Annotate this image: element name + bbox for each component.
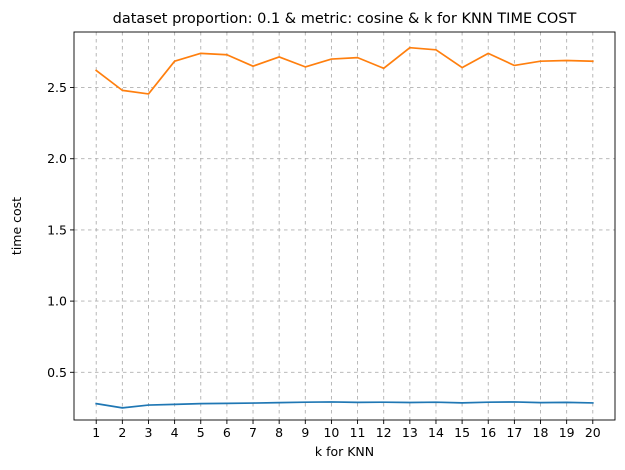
x-tick-label: 10 <box>323 425 339 440</box>
x-tick-label: 16 <box>480 425 496 440</box>
x-tick-label: 12 <box>376 425 392 440</box>
y-tick-label: 0.5 <box>47 365 67 380</box>
x-axis-label: k for KNN <box>315 444 374 459</box>
x-tick-label: 2 <box>118 425 126 440</box>
series-line-2 <box>95 46 594 95</box>
x-tick-label: 5 <box>197 425 205 440</box>
chart-title: dataset proportion: 0.1 & metric: cosine… <box>113 11 577 27</box>
x-tick-label: 9 <box>301 425 309 440</box>
x-tick-label: 15 <box>454 425 470 440</box>
series-line-1 <box>95 401 594 409</box>
grid <box>74 32 615 420</box>
x-tick-label: 1 <box>92 425 100 440</box>
x-tick-label: 11 <box>350 425 366 440</box>
y-tick-label: 1.0 <box>47 294 67 309</box>
y-tick-label: 1.5 <box>47 222 67 237</box>
x-tick-label: 18 <box>533 425 549 440</box>
x-tick-label: 20 <box>585 425 601 440</box>
ticks: 1 2 3 4 5 6 7 8 9 10 11 12 13 14 15 16 17 18 19 200.51.01.5… <box>47 80 601 440</box>
plot-frame <box>73 31 616 421</box>
y-tick-label: 2.0 <box>47 151 67 166</box>
x-tick-label: 8 <box>275 425 283 440</box>
y-tick-label: 2.5 <box>47 80 67 95</box>
x-tick-label: 19 <box>559 425 575 440</box>
series-layer <box>95 46 594 409</box>
x-tick-label: 3 <box>145 425 153 440</box>
x-tick-label: 6 <box>223 425 231 440</box>
x-tick-label: 17 <box>506 425 522 440</box>
x-tick-label: 4 <box>171 425 179 440</box>
x-tick-label: 13 <box>402 425 418 440</box>
x-tick-label: 7 <box>249 425 257 440</box>
y-axis-label: time cost <box>9 197 24 255</box>
x-tick-label: 14 <box>428 425 444 440</box>
